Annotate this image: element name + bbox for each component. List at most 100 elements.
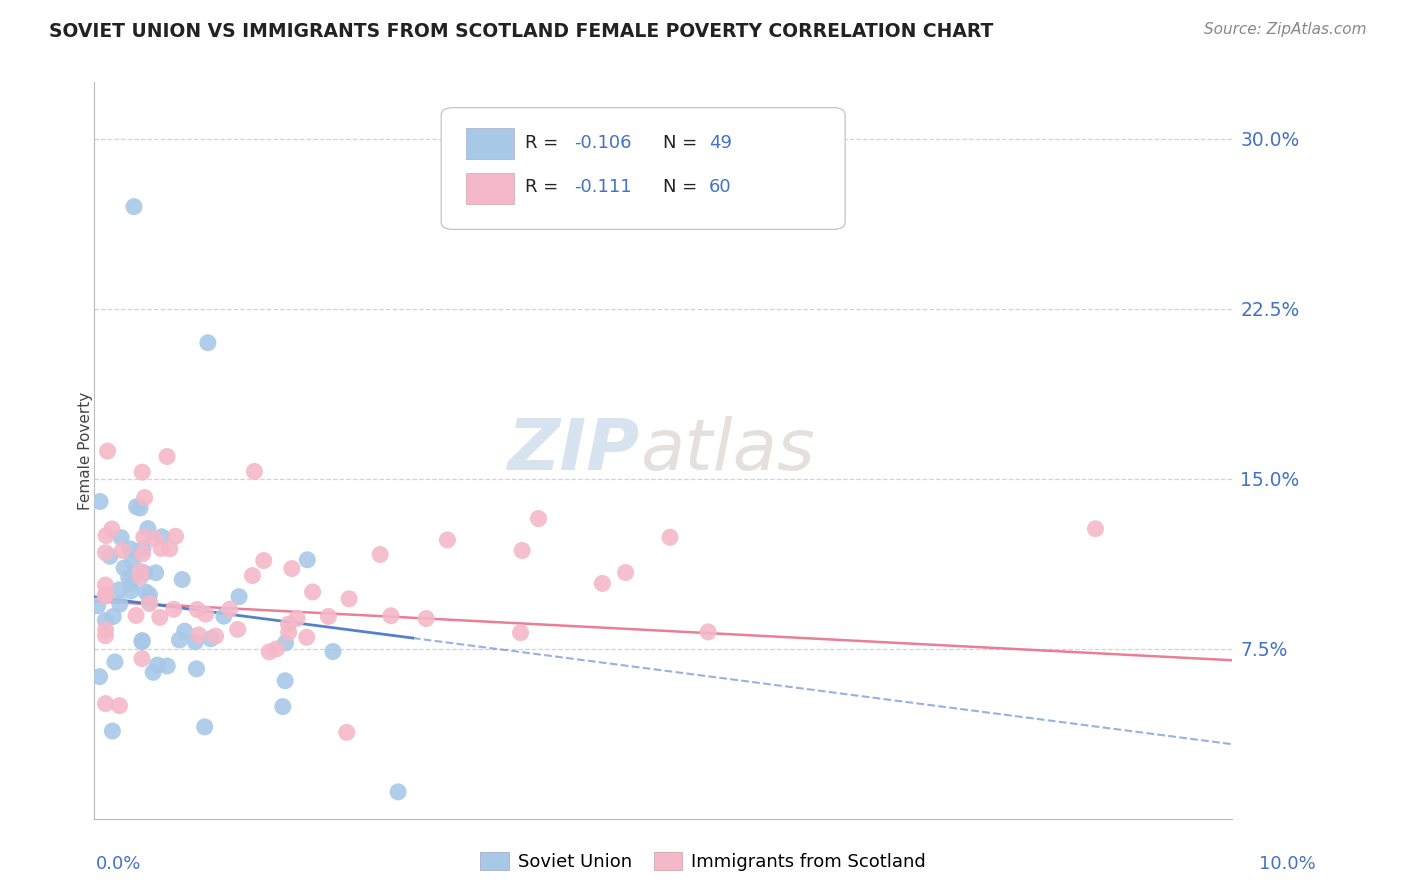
Point — [274, 673, 297, 688]
Point — [94, 578, 117, 592]
Text: R =: R = — [526, 178, 564, 196]
Text: ZIP: ZIP — [508, 416, 640, 485]
Point — [103, 609, 125, 624]
Text: -0.106: -0.106 — [574, 134, 631, 152]
Point — [301, 585, 323, 599]
Point — [131, 547, 153, 561]
Point — [121, 554, 143, 568]
Point — [277, 617, 299, 632]
Point — [108, 698, 131, 713]
Point — [94, 589, 117, 603]
Legend: Soviet Union, Immigrants from Scotland: Soviet Union, Immigrants from Scotland — [472, 845, 934, 879]
Text: 49: 49 — [709, 134, 731, 152]
Point — [194, 607, 217, 622]
Point — [134, 566, 156, 580]
Point — [697, 624, 720, 639]
Point — [387, 785, 409, 799]
Point — [129, 570, 152, 584]
Point — [120, 576, 142, 591]
Point — [337, 591, 360, 606]
Text: atlas: atlas — [640, 416, 815, 485]
Point — [295, 630, 318, 644]
Point — [129, 565, 152, 579]
Point — [159, 541, 181, 556]
Text: R =: R = — [526, 134, 564, 152]
Point — [120, 541, 142, 556]
Point — [259, 645, 281, 659]
Point — [277, 625, 299, 640]
Point — [131, 651, 153, 665]
Point — [1084, 522, 1107, 536]
Point — [134, 491, 156, 505]
Point — [285, 611, 308, 625]
Point — [143, 532, 166, 546]
Point — [186, 662, 208, 676]
Point — [120, 583, 142, 598]
Point — [368, 548, 391, 562]
Point — [131, 633, 153, 648]
Point — [94, 528, 117, 542]
Point — [156, 659, 179, 673]
Point — [197, 335, 219, 350]
Point — [125, 500, 148, 514]
Point — [322, 644, 344, 658]
Point — [125, 608, 148, 623]
FancyBboxPatch shape — [467, 128, 515, 160]
Point — [112, 561, 135, 575]
Point — [94, 588, 117, 602]
Point — [184, 634, 207, 648]
Point — [104, 655, 127, 669]
FancyBboxPatch shape — [467, 172, 515, 203]
Point — [212, 609, 235, 624]
Text: 10.0%: 10.0% — [1260, 855, 1316, 872]
Point — [510, 543, 533, 558]
Point — [131, 465, 153, 479]
Point — [200, 632, 222, 646]
Text: 0.0%: 0.0% — [96, 855, 141, 872]
Point — [86, 599, 108, 613]
Point — [94, 614, 117, 628]
Text: N =: N = — [664, 134, 703, 152]
Point — [132, 530, 155, 544]
Point — [98, 549, 121, 564]
Point — [274, 636, 297, 650]
Y-axis label: Female Poverty: Female Poverty — [79, 392, 93, 509]
Point — [173, 624, 195, 639]
Point — [138, 588, 160, 602]
Text: SOVIET UNION VS IMMIGRANTS FROM SCOTLAND FEMALE POVERTY CORRELATION CHART: SOVIET UNION VS IMMIGRANTS FROM SCOTLAND… — [49, 22, 994, 41]
Text: Source: ZipAtlas.com: Source: ZipAtlas.com — [1204, 22, 1367, 37]
Point — [94, 697, 117, 711]
Point — [129, 501, 152, 516]
Point — [591, 576, 613, 591]
Point — [218, 602, 240, 616]
Point — [187, 628, 209, 642]
Point — [253, 553, 276, 567]
Point — [94, 546, 117, 560]
Point — [297, 553, 319, 567]
Point — [131, 634, 153, 648]
Point — [138, 595, 160, 609]
Point — [94, 623, 117, 637]
Text: N =: N = — [664, 178, 703, 196]
Point — [186, 602, 208, 616]
Point — [172, 573, 194, 587]
Point — [436, 533, 458, 547]
Point — [94, 629, 117, 643]
Point — [108, 597, 131, 611]
Point — [318, 609, 340, 624]
Point — [150, 530, 173, 544]
Point — [194, 720, 217, 734]
Point — [169, 632, 191, 647]
Point — [110, 531, 132, 545]
Point — [266, 641, 288, 656]
Point — [135, 585, 157, 599]
Point — [243, 464, 266, 478]
Point — [108, 582, 131, 597]
Point — [150, 541, 173, 556]
Point — [89, 494, 111, 508]
Point — [614, 566, 637, 580]
Point — [89, 670, 111, 684]
Point — [271, 699, 294, 714]
Text: -0.111: -0.111 — [574, 178, 631, 196]
Point — [659, 530, 682, 544]
